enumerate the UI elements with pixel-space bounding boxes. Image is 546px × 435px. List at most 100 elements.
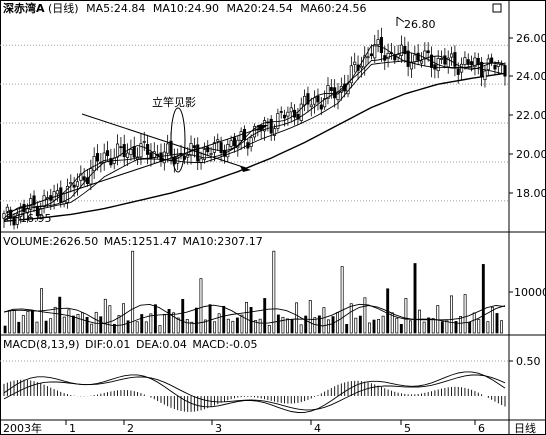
legend-ma10: MA10:24.90: [153, 2, 219, 15]
volume-bar: [313, 317, 317, 334]
volume-tick-label: 10000: [514, 286, 546, 299]
volume-bar: [317, 315, 321, 334]
volume-bar: [336, 312, 340, 334]
volume-bar: [117, 315, 121, 334]
candle-body: [289, 107, 293, 113]
volume-bar: [108, 305, 112, 334]
volume-bar: [185, 319, 189, 334]
volume-bar: [436, 305, 440, 334]
candle-body: [69, 182, 73, 185]
candle-body: [22, 204, 26, 213]
volume-bar: [199, 278, 203, 334]
volume-bar: [131, 250, 135, 334]
candle-body: [139, 143, 143, 158]
volume-bar: [500, 320, 503, 334]
candle-body: [503, 65, 507, 77]
candle-body: [216, 139, 220, 142]
dea-line: [3, 374, 506, 411]
volume-bar: [331, 316, 335, 334]
candle-body: [272, 128, 277, 136]
candle-body: [443, 55, 447, 65]
candle-body: [2, 213, 6, 219]
volume-bar: [167, 308, 171, 334]
period-button[interactable]: 日线: [514, 421, 536, 435]
candle-body: [72, 184, 76, 188]
macd-legend: MACD(8,13,9) DIF:0.01 DEA:0.04 MACD:-0.0…: [3, 338, 258, 351]
candle-body: [32, 195, 36, 205]
volume-bar: [427, 317, 431, 334]
volume-bar: [490, 306, 494, 334]
price-legend: 深赤湾A (日线) MA5:24.84 MA10:24.90 MA20:24.5…: [3, 1, 366, 15]
candle-body: [326, 85, 330, 99]
volume-bar: [358, 315, 362, 334]
candle-body: [52, 191, 56, 201]
stock-name: 深赤湾A: [3, 1, 45, 15]
volume-bar: [454, 321, 458, 334]
volume-bar: [272, 250, 276, 334]
volume-bar: [21, 315, 25, 334]
window-toggle-icon[interactable]: [492, 3, 502, 13]
candle-body: [105, 150, 110, 156]
low-label: 16.95: [20, 212, 52, 225]
candle-body: [25, 207, 29, 214]
volume-bar: [463, 294, 467, 334]
legend-vol-ma5: MA5:1251.47: [104, 235, 177, 248]
volume-bar: [12, 310, 16, 334]
volume-bar: [459, 316, 463, 334]
volume-bar: [158, 325, 162, 334]
candle-body: [483, 70, 487, 81]
candle-body: [92, 156, 96, 171]
volume-bar: [181, 298, 185, 334]
volume-bar: [149, 313, 153, 334]
volume-bar: [71, 315, 75, 334]
candle-body: [349, 65, 353, 84]
candle-body: [306, 93, 310, 105]
volume-bar: [135, 321, 139, 334]
candle-body: [303, 95, 307, 106]
volume-bar: [276, 314, 280, 334]
volume-bar: [413, 263, 417, 334]
candle-body: [12, 216, 16, 226]
candle-body: [45, 197, 49, 200]
candle-body: [319, 104, 323, 110]
volume-bar: [90, 323, 94, 334]
price-tick-label: 22.00: [516, 109, 546, 122]
volume-bar: [235, 317, 239, 334]
candle-body: [276, 113, 280, 129]
candle-body: [359, 65, 363, 69]
candle-body: [386, 53, 390, 59]
candle-body: [192, 145, 196, 149]
legend-volume: VOLUME:2626.50: [3, 235, 98, 248]
candle-body: [369, 53, 373, 57]
candle-body: [5, 206, 9, 212]
volume-bar: [363, 297, 367, 334]
candle-body: [212, 142, 216, 153]
volume-bar: [53, 306, 57, 334]
volume-bar: [399, 323, 403, 334]
volume-bar: [327, 319, 330, 334]
volume-bar: [81, 312, 84, 334]
series-line-ma5: [3, 45, 506, 219]
candle-body: [403, 46, 407, 55]
candle-body: [323, 98, 327, 108]
volume-bar: [217, 313, 221, 334]
candlesticks: [2, 27, 507, 230]
candle-body: [206, 146, 210, 153]
candle-body: [279, 111, 283, 113]
volume-bar: [299, 324, 303, 334]
volume-bar: [308, 300, 312, 334]
volume-bar: [372, 319, 376, 334]
support-arrowhead: [257, 125, 268, 131]
candle-body: [242, 128, 247, 141]
volume-bar: [381, 315, 385, 334]
volume-bar: [345, 324, 349, 334]
time-label: 2: [127, 422, 134, 435]
candle-body: [249, 137, 253, 147]
ma60-line: [3, 72, 506, 222]
pattern-label: 立竿见影: [152, 95, 196, 109]
candle-body: [419, 60, 424, 64]
candle-body: [286, 111, 290, 117]
volume-bar: [245, 301, 248, 334]
legend-macd: MACD:-0.05: [192, 338, 257, 351]
volume-bar: [231, 320, 235, 334]
